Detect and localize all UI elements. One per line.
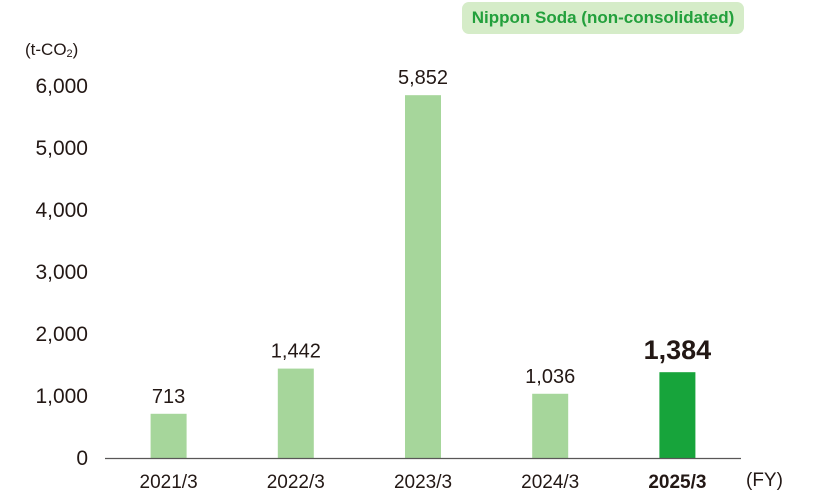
- bar-series: [150, 95, 696, 459]
- x-tick-label: 2025/3: [648, 472, 706, 493]
- x-tick-label: 2022/3: [267, 472, 325, 493]
- company-scope-badge: Nippon Soda (non-consolidated): [462, 2, 744, 34]
- x-axis-unit-label: (FY): [746, 470, 783, 491]
- x-tick-label: 2021/3: [140, 472, 198, 493]
- bar-2024-3: [532, 393, 569, 458]
- y-tick-label: 5,000: [35, 137, 88, 160]
- value-labels: 713 1,442 5,852 1,036 1,384: [152, 67, 711, 408]
- unit-prefix: (t-CO: [25, 40, 67, 59]
- y-tick-label: 3,000: [35, 261, 88, 284]
- unit-suffix: ): [72, 40, 79, 59]
- value-label: 713: [152, 386, 185, 408]
- y-tick-label: 0: [76, 447, 88, 470]
- bar-2023-3: [405, 95, 441, 459]
- y-tick-label: 6,000: [35, 75, 88, 98]
- x-tick-label: 2023/3: [394, 472, 452, 493]
- y-tick-label: 1,000: [35, 385, 88, 408]
- x-axis-labels: 2021/3 2022/3 2023/3 2024/3 2025/3: [140, 472, 707, 493]
- badge-label: Nippon Soda (non-consolidated): [471, 8, 735, 27]
- value-label: 1,384: [644, 335, 712, 365]
- bar-2022-3: [277, 368, 314, 458]
- value-label: 1,036: [525, 366, 575, 388]
- bar-2025-3: [659, 372, 696, 458]
- y-tick-label: 2,000: [35, 323, 88, 346]
- y-axis-ticks: 0 1,000 2,000 3,000 4,000 5,000 6,000: [35, 75, 88, 470]
- y-tick-label: 4,000: [35, 199, 88, 222]
- bar-2021-3: [150, 413, 187, 458]
- value-label: 5,852: [398, 67, 448, 89]
- value-label: 1,442: [271, 341, 321, 363]
- y-axis-unit-label: (t-CO2): [25, 40, 78, 60]
- x-tick-label: 2024/3: [521, 472, 579, 493]
- unit-subscript: 2: [66, 48, 73, 60]
